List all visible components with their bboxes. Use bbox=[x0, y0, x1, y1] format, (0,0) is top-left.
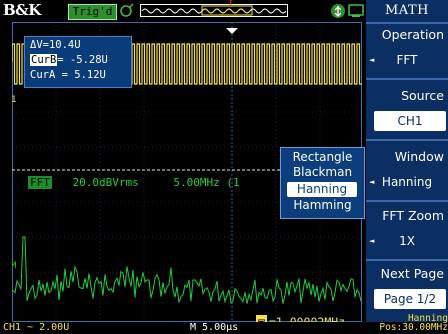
fft-scale: 20.0dBVrms bbox=[72, 176, 139, 189]
arrow-left-icon: ◄ bbox=[369, 56, 375, 64]
math-menu: MATH Operation ◄ FFT Source CH1 Window ◄ H… bbox=[366, 0, 448, 322]
delta-v-readout: ΔV=10.4U bbox=[30, 39, 81, 51]
cursor-a-readout: CurA = 5.12U bbox=[30, 69, 106, 81]
window-type-dropdown[interactable]: Rectangle Blackman Hanning Hamming bbox=[280, 147, 365, 219]
operation-button[interactable]: ◄ FFT bbox=[366, 50, 448, 70]
menu-divider bbox=[366, 139, 448, 141]
trigger-position-marker: T bbox=[228, 0, 234, 9]
window-value: Hanning bbox=[381, 175, 433, 189]
fft-spectrum-trace bbox=[12, 236, 362, 305]
fft-freq-div: 5.00MHz (1 bbox=[173, 176, 240, 189]
window-option-hamming[interactable]: Hamming bbox=[293, 198, 352, 212]
arrow-left-icon: ◄ bbox=[369, 178, 375, 186]
ch1-ground-marker: 1 bbox=[12, 95, 16, 105]
brand-logo: B&K bbox=[3, 1, 41, 19]
timebase-readout: M 5.00µs bbox=[190, 322, 239, 333]
operation-value: FFT bbox=[396, 53, 418, 67]
window-label: Window bbox=[394, 149, 444, 164]
cursor-b-tag: CurB bbox=[30, 54, 58, 66]
source-value: CH1 bbox=[397, 114, 423, 128]
next-page-button[interactable]: Page 1/2 bbox=[374, 289, 446, 309]
fft-zoom-button[interactable]: ◄ 1X bbox=[366, 231, 448, 251]
fft-tag: FFT bbox=[28, 176, 52, 189]
menu-title: MATH bbox=[366, 0, 448, 22]
operation-label: Operation bbox=[381, 27, 444, 42]
cursor-b-value: = -5.28U bbox=[57, 54, 108, 66]
window-button[interactable]: ◄ Hanning bbox=[366, 172, 448, 192]
window-option-hanning[interactable]: Hanning bbox=[287, 182, 357, 197]
window-option-blackman[interactable]: Blackman bbox=[292, 165, 353, 179]
arrow-left-icon: ◄ bbox=[369, 237, 375, 245]
fft-zoom-label: FFT Zoom bbox=[382, 208, 444, 223]
next-page-value: Page 1/2 bbox=[383, 292, 437, 306]
next-page-label: Next Page bbox=[380, 266, 444, 281]
channel-icon bbox=[348, 4, 364, 17]
fft-info-bar: FFT 20.0dBVrms 5.00MHz (1 bbox=[28, 176, 288, 190]
source-button[interactable]: CH1 bbox=[374, 111, 446, 131]
status-bar: B&K Trig'd T bbox=[0, 0, 366, 22]
fft-zoom-value: 1X bbox=[399, 234, 415, 248]
menu-divider bbox=[366, 259, 448, 261]
ch1-scale-readout: CH1 ~ 2.00U bbox=[3, 322, 70, 333]
window-option-rectangle[interactable]: Rectangle bbox=[292, 150, 353, 164]
fft-position: Pos:30.00MHz bbox=[379, 322, 448, 333]
trigger-position-arrow bbox=[226, 28, 238, 34]
source-label: Source bbox=[401, 88, 444, 103]
fft-window-name: Hanning bbox=[407, 313, 448, 324]
cursor-b-readout: CurB= -5.28U bbox=[30, 54, 108, 67]
acquire-icon bbox=[120, 3, 134, 17]
usb-icon bbox=[331, 4, 345, 18]
menu-divider bbox=[366, 200, 448, 202]
cursor-measurement-panel: ΔV=10.4U CurB= -5.28U CurA = 5.12U bbox=[24, 36, 132, 88]
fft-window-status: Hanning Pos:30.00MHz bbox=[378, 313, 448, 333]
trigger-status-badge: Trig'd bbox=[68, 4, 117, 20]
bottom-status-bar: CH1 ~ 2.00U M 5.00µs bbox=[0, 322, 448, 334]
menu-divider bbox=[366, 78, 448, 80]
menu-divider bbox=[366, 22, 448, 24]
trigger-overview-icon bbox=[140, 4, 288, 17]
math-ground-marker: M bbox=[12, 261, 17, 271]
